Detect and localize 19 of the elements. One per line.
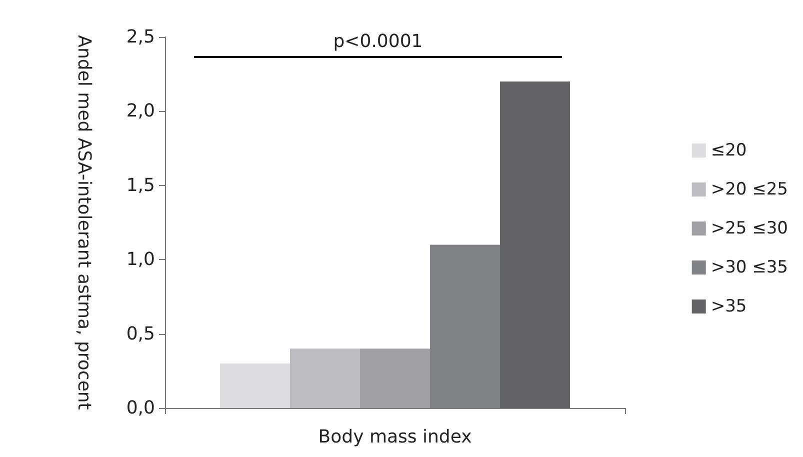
y-tick-label: 0,0 bbox=[126, 398, 155, 418]
y-tick-label: 1,0 bbox=[126, 249, 155, 270]
y-tick-label: 0,5 bbox=[126, 323, 155, 344]
legend-label: >30 ≤35 bbox=[710, 258, 788, 278]
bar bbox=[290, 348, 360, 408]
y-tick-label: 2,5 bbox=[126, 26, 155, 48]
bar bbox=[220, 363, 290, 408]
y-tick-label: 2,0 bbox=[126, 100, 155, 122]
y-tick-label: 1,5 bbox=[126, 174, 155, 196]
legend-label: >25 ≤30 bbox=[710, 218, 788, 238]
bar bbox=[360, 348, 430, 408]
legend-label: >35 bbox=[710, 296, 747, 316]
legend-label: ≤20 bbox=[710, 140, 747, 160]
bar bbox=[500, 82, 570, 408]
ref-line-label: p<0.0001 bbox=[333, 30, 423, 52]
legend-label: >20 ≤25 bbox=[710, 180, 788, 200]
bar bbox=[430, 244, 500, 408]
y-axis-title: Andel med ASA-intolerant astma, procent bbox=[74, 35, 94, 410]
x-axis-title: Body mass index bbox=[318, 426, 472, 448]
